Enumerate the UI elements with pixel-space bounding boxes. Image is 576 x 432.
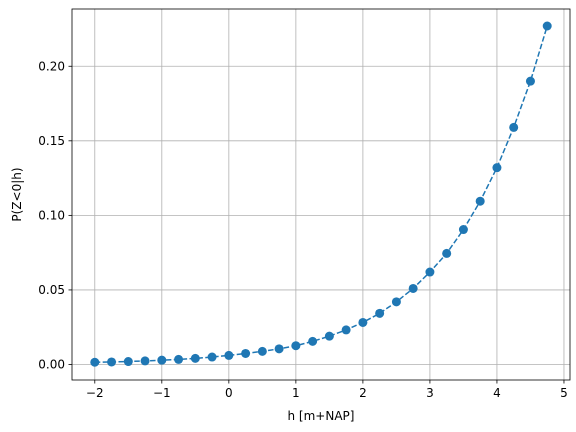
data-point xyxy=(425,267,435,277)
data-point xyxy=(492,163,502,173)
x-tick-label: −1 xyxy=(153,386,171,400)
data-point xyxy=(324,331,334,341)
y-tick-label: 0.00 xyxy=(38,357,65,371)
y-tick-label: 0.05 xyxy=(38,283,65,297)
data-point xyxy=(291,341,301,351)
grid xyxy=(72,9,570,380)
x-tick-label: 0 xyxy=(225,386,233,400)
data-point xyxy=(157,355,167,365)
x-tick-label: −2 xyxy=(86,386,104,400)
data-point xyxy=(408,283,418,293)
data-point xyxy=(458,225,468,235)
x-tick-label: 1 xyxy=(292,386,300,400)
y-tick-label: 0.20 xyxy=(38,59,65,73)
data-point xyxy=(90,357,100,367)
data-point xyxy=(358,317,368,327)
data-point xyxy=(525,76,535,86)
data-point xyxy=(174,354,184,364)
series-line xyxy=(94,25,548,364)
y-axis-label: P(Z<0|h) xyxy=(10,167,24,221)
data-point xyxy=(442,248,452,258)
data-point xyxy=(190,353,200,363)
series-layer xyxy=(90,21,552,367)
data-point xyxy=(542,21,552,31)
data-point xyxy=(308,336,318,346)
data-point xyxy=(241,348,251,358)
data-point xyxy=(140,356,150,366)
data-point xyxy=(107,357,117,367)
plot-frame xyxy=(71,8,571,381)
data-point xyxy=(341,325,351,335)
ticks: −2 −1 0 1 2 3 4 5 0.00 0.05 0.10 0.15 0.20 xyxy=(38,59,568,400)
x-axis-label: h [m+NAP] xyxy=(288,409,355,423)
data-point xyxy=(207,352,217,362)
x-tick-label: 5 xyxy=(560,386,568,400)
data-point xyxy=(224,350,234,360)
data-point xyxy=(375,308,385,318)
y-tick-label: 0.10 xyxy=(38,208,65,222)
data-point xyxy=(274,344,284,354)
data-point xyxy=(257,346,267,356)
x-tick-label: 4 xyxy=(493,386,501,400)
x-tick-label: 2 xyxy=(359,386,367,400)
data-point xyxy=(123,357,133,367)
data-point xyxy=(509,122,519,132)
data-point xyxy=(475,196,485,206)
y-tick-label: 0.15 xyxy=(38,134,65,148)
x-tick-label: 3 xyxy=(426,386,434,400)
data-point xyxy=(391,297,401,307)
